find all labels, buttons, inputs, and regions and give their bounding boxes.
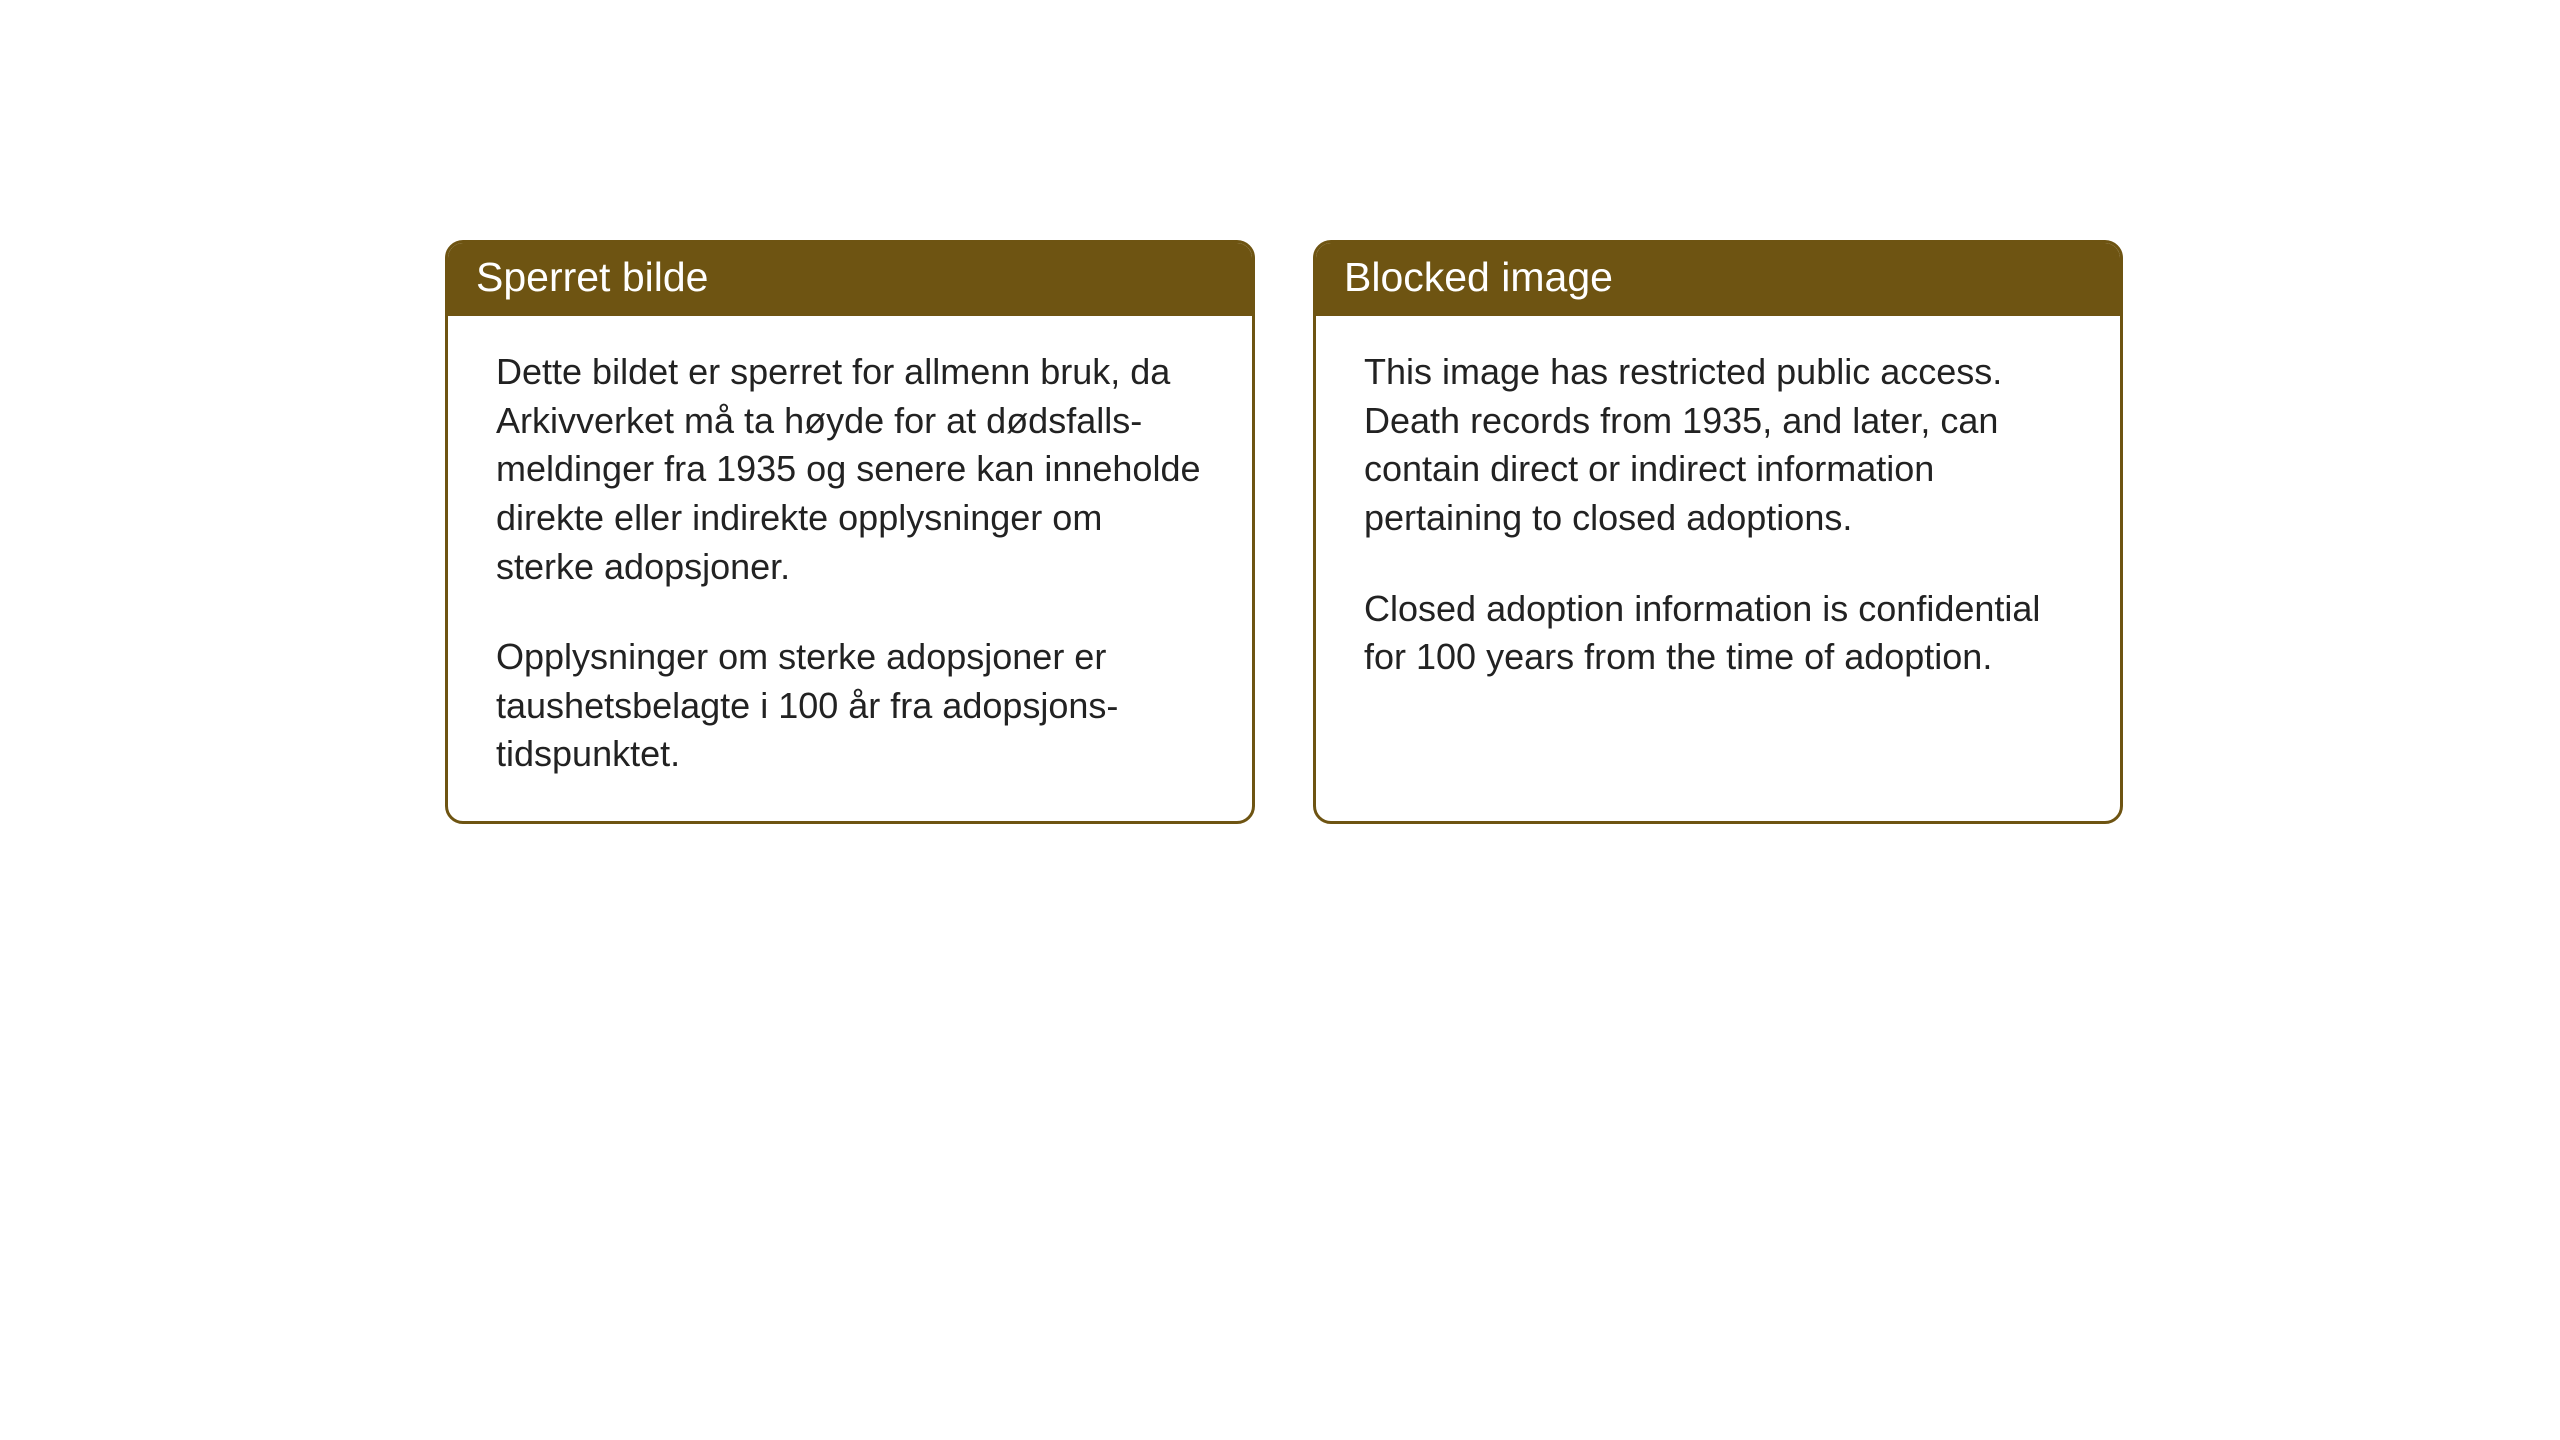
- english-card-title: Blocked image: [1316, 243, 2120, 316]
- norwegian-card-title: Sperret bilde: [448, 243, 1252, 316]
- norwegian-paragraph-1: Dette bildet er sperret for allmenn bruk…: [496, 348, 1204, 591]
- norwegian-card: Sperret bilde Dette bildet er sperret fo…: [445, 240, 1255, 824]
- norwegian-card-body: Dette bildet er sperret for allmenn bruk…: [448, 316, 1252, 821]
- notice-container: Sperret bilde Dette bildet er sperret fo…: [445, 240, 2123, 824]
- english-paragraph-2: Closed adoption information is confident…: [1364, 585, 2072, 682]
- norwegian-paragraph-2: Opplysninger om sterke adopsjoner er tau…: [496, 633, 1204, 779]
- english-paragraph-1: This image has restricted public access.…: [1364, 348, 2072, 542]
- english-card: Blocked image This image has restricted …: [1313, 240, 2123, 824]
- english-card-body: This image has restricted public access.…: [1316, 316, 2120, 724]
